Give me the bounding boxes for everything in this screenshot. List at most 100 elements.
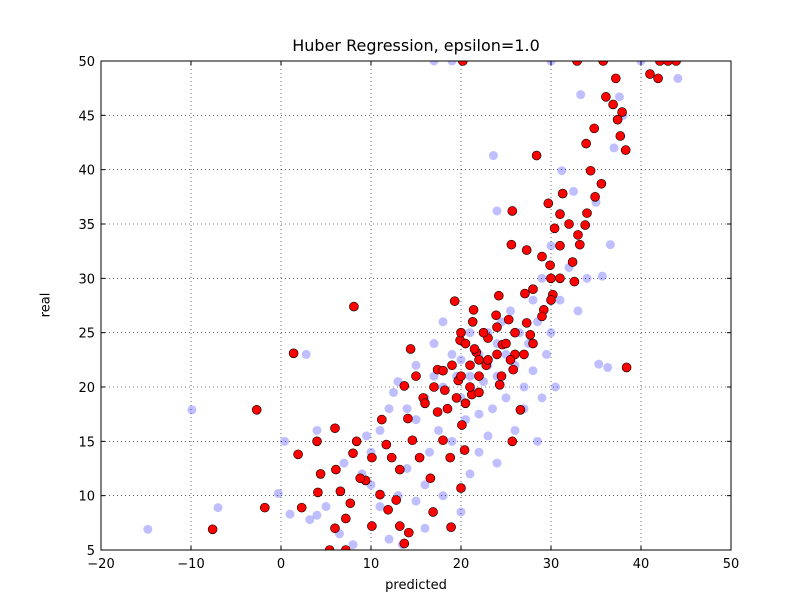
huber-point bbox=[505, 355, 516, 365]
huber-point bbox=[335, 486, 346, 497]
huber-point bbox=[312, 436, 322, 447]
huber-point bbox=[349, 301, 359, 312]
huber-point bbox=[459, 445, 470, 455]
reference-point bbox=[528, 295, 538, 305]
huber-point bbox=[348, 448, 358, 459]
huber-point bbox=[460, 338, 471, 349]
reference-point bbox=[285, 509, 295, 519]
reference-point bbox=[594, 359, 604, 369]
huber-point bbox=[596, 178, 607, 189]
reference-point bbox=[434, 425, 443, 435]
reference-point bbox=[402, 404, 412, 414]
plot-frame bbox=[100, 60, 732, 551]
reference-point bbox=[375, 425, 385, 435]
huber-point bbox=[590, 192, 600, 202]
y-tick-label: 50 bbox=[78, 55, 95, 70]
huber-point bbox=[429, 382, 439, 392]
huber-point bbox=[474, 387, 484, 398]
huber-point bbox=[601, 92, 611, 102]
x-tick-label: −10 bbox=[177, 557, 204, 572]
huber-point bbox=[567, 257, 578, 267]
huber-point bbox=[645, 69, 655, 79]
huber-point bbox=[399, 538, 410, 549]
reference-point bbox=[447, 61, 457, 66]
reference-point bbox=[582, 273, 592, 283]
huber-point bbox=[330, 423, 340, 434]
x-axis-label: predicted bbox=[385, 578, 447, 593]
huber-point bbox=[315, 469, 326, 479]
reference-point bbox=[465, 469, 475, 479]
reference-point bbox=[438, 317, 448, 327]
huber-point bbox=[438, 365, 448, 376]
huber-point bbox=[507, 436, 518, 447]
huber-point bbox=[456, 483, 466, 493]
huber-point bbox=[546, 273, 556, 284]
x-tick-label: 30 bbox=[543, 557, 560, 572]
reference-point bbox=[312, 510, 322, 520]
reference-point bbox=[420, 480, 430, 490]
reference-point bbox=[557, 166, 567, 176]
reference-point bbox=[597, 271, 607, 281]
huber-point bbox=[493, 290, 504, 301]
reference-point bbox=[301, 349, 311, 359]
reference-point bbox=[411, 415, 421, 425]
reference-point bbox=[447, 349, 457, 359]
huber-point bbox=[428, 507, 438, 517]
reference-point bbox=[456, 507, 466, 517]
huber-point bbox=[615, 131, 626, 141]
huber-point bbox=[528, 338, 538, 349]
huber-point bbox=[557, 188, 568, 199]
reference-point bbox=[506, 306, 515, 316]
huber-point bbox=[324, 545, 335, 550]
x-tick-label: 50 bbox=[723, 557, 740, 572]
huber-point bbox=[491, 310, 501, 321]
huber-point bbox=[545, 260, 555, 271]
huber-point bbox=[331, 464, 341, 475]
reference-point bbox=[533, 436, 542, 446]
huber-point bbox=[506, 239, 517, 250]
reference-point bbox=[143, 524, 153, 534]
huber-point bbox=[543, 198, 554, 209]
huber-point bbox=[403, 413, 413, 424]
y-tick-label: 45 bbox=[78, 109, 95, 124]
reference-point bbox=[569, 186, 578, 196]
huber-point bbox=[469, 344, 480, 354]
reference-point bbox=[510, 425, 520, 435]
huber-point bbox=[394, 464, 405, 475]
huber-point bbox=[598, 61, 608, 66]
huber-point bbox=[420, 398, 430, 409]
reference-point bbox=[537, 393, 547, 403]
huber-point bbox=[438, 435, 448, 446]
reference-point bbox=[537, 273, 547, 283]
reference-point bbox=[609, 143, 619, 153]
huber-point bbox=[492, 349, 502, 360]
huber-point bbox=[581, 138, 591, 149]
huber-point bbox=[414, 452, 425, 463]
plot-area bbox=[101, 61, 731, 550]
reference-point bbox=[312, 425, 322, 435]
huber-point bbox=[407, 435, 418, 446]
reference-point bbox=[402, 464, 412, 473]
huber-point bbox=[293, 449, 303, 460]
huber-point bbox=[537, 251, 547, 262]
reference-point bbox=[546, 328, 556, 338]
huber-point bbox=[467, 316, 478, 327]
huber-point bbox=[653, 73, 663, 84]
huber-point bbox=[501, 338, 511, 349]
reference-point bbox=[488, 151, 498, 161]
huber-point bbox=[341, 545, 351, 550]
reference-point bbox=[483, 431, 493, 441]
huber-point bbox=[460, 398, 471, 409]
huber-point bbox=[582, 208, 592, 218]
reference-point bbox=[438, 491, 448, 501]
huber-point bbox=[447, 360, 457, 371]
reference-point bbox=[474, 447, 484, 457]
y-axis-label: real bbox=[38, 292, 54, 318]
huber-point bbox=[574, 239, 585, 250]
huber-point bbox=[589, 123, 600, 134]
reference-point bbox=[429, 61, 439, 66]
huber-point bbox=[456, 371, 466, 381]
huber-point bbox=[483, 355, 493, 365]
reference-point bbox=[187, 405, 197, 415]
